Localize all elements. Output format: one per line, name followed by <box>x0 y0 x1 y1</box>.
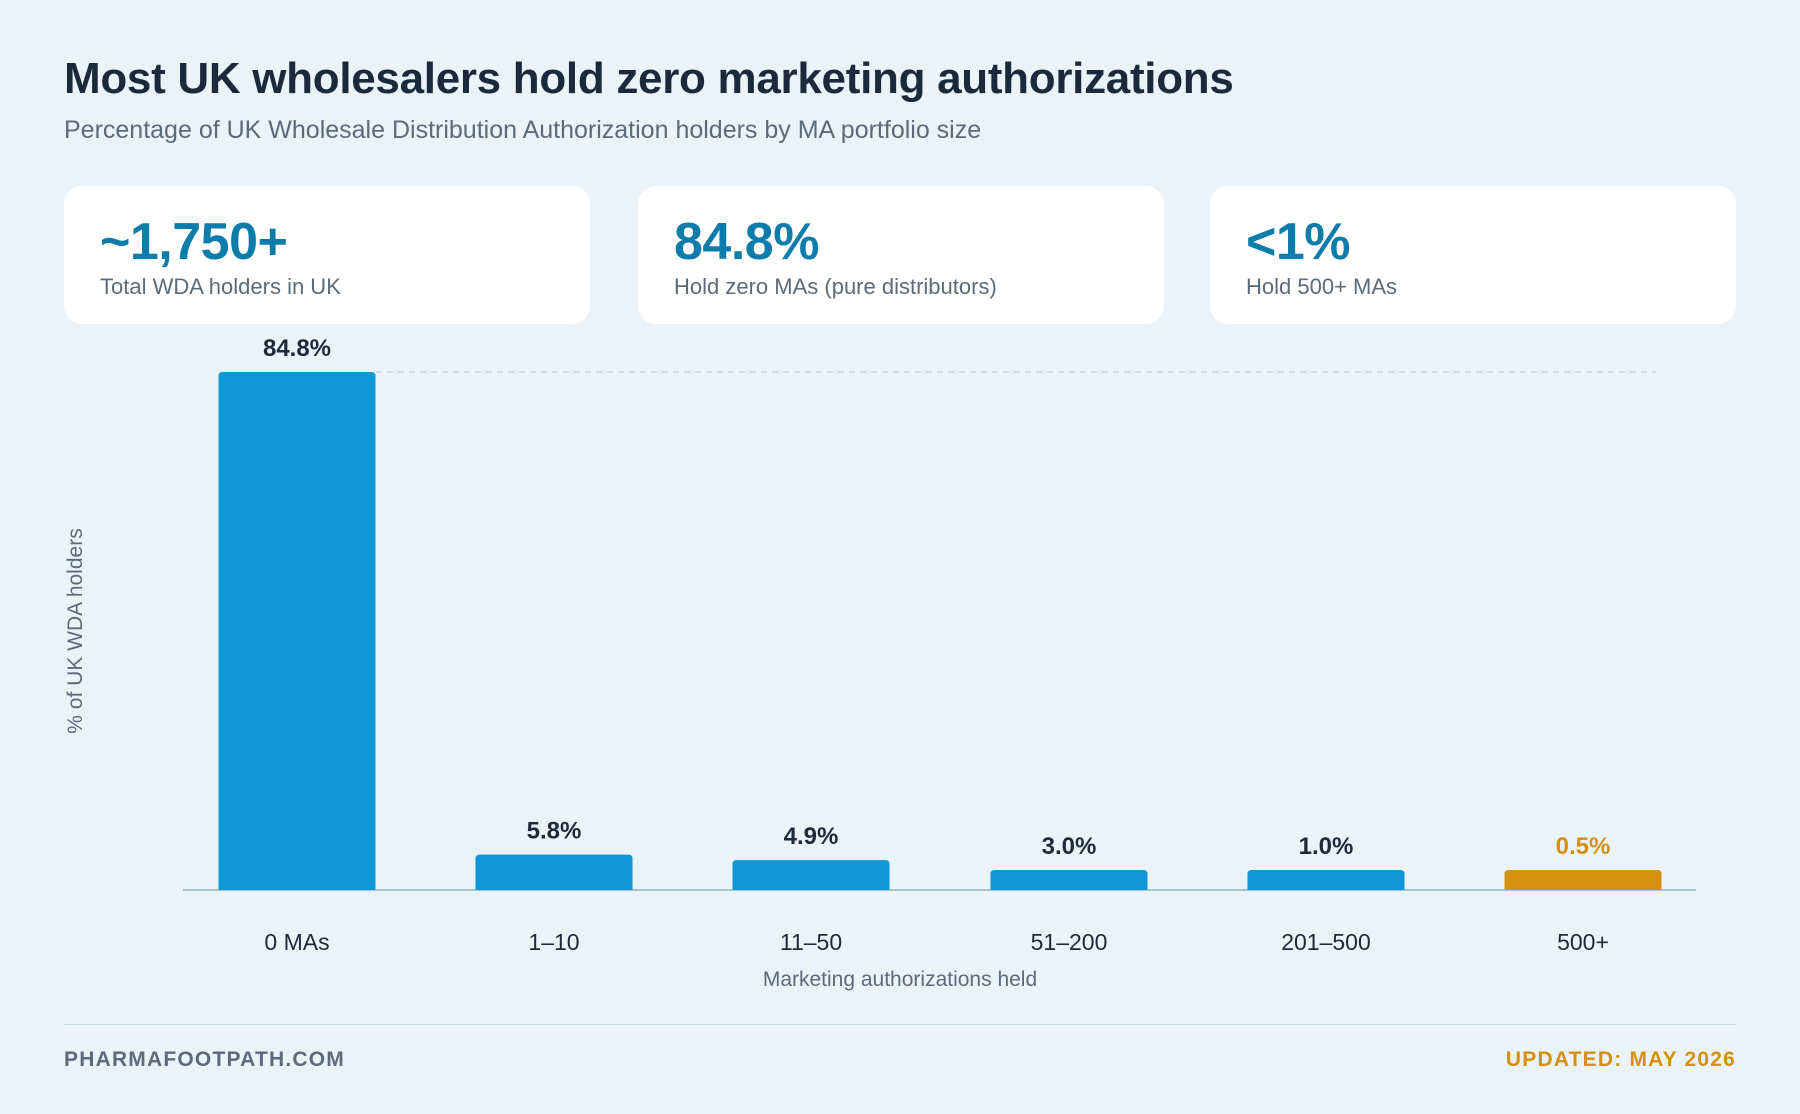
bar-0 MAs <box>218 372 376 890</box>
bar-value-label: 84.8% <box>263 335 331 362</box>
bar-500+ <box>1504 870 1662 890</box>
stat-card-total: ~1,750+ Total WDA holders in UK <box>64 186 590 324</box>
stat-card-500-plus: <1% Hold 500+ MAs <box>1210 186 1736 324</box>
footer-source: PHARMAFOOTPATH.COM <box>64 1048 345 1071</box>
bar-1–10 <box>475 854 633 890</box>
bar-value-label: 0.5% <box>1556 833 1611 860</box>
page-title: Most UK wholesalers hold zero marketing … <box>64 54 1234 103</box>
bar-value-label: 4.9% <box>784 823 839 850</box>
x-axis-label: Marketing authorizations held <box>763 968 1037 991</box>
stat-label: Hold 500+ MAs <box>1246 274 1398 299</box>
y-axis-label: % of UK WDA holders <box>64 528 87 733</box>
x-tick-label: 0 MAs <box>264 929 329 955</box>
stat-cards: ~1,750+ Total WDA holders in UK 84.8% Ho… <box>64 186 1736 324</box>
bar-51–200 <box>990 870 1148 890</box>
bar-value-label: 3.0% <box>1042 833 1097 860</box>
footer-updated: UPDATED: MAY 2026 <box>1505 1048 1736 1071</box>
stat-value: ~1,750+ <box>100 213 288 271</box>
bars-group: 84.8% 0 MAs 5.8% 1–10 4.9% 11–50 3.0% 51–200 1.0… <box>218 335 1662 955</box>
stat-label: Total WDA holders in UK <box>100 274 341 299</box>
stat-value: <1% <box>1246 213 1351 271</box>
x-tick-label: 51–200 <box>1031 929 1108 955</box>
x-tick-label: 1–10 <box>528 929 579 955</box>
x-tick-label: 201–500 <box>1281 929 1371 955</box>
stat-label: Hold zero MAs (pure distributors) <box>674 274 997 299</box>
bar-chart: 84.8% 0 MAs 5.8% 1–10 4.9% 11–50 3.0% 51–200 1.0… <box>64 335 1696 991</box>
bar-value-label: 5.8% <box>527 818 582 845</box>
footer-divider <box>64 1024 1736 1025</box>
x-tick-label: 11–50 <box>780 929 842 955</box>
page-subtitle: Percentage of UK Wholesale Distribution … <box>64 116 982 144</box>
bar-value-label: 1.0% <box>1299 833 1354 860</box>
bar-201–500 <box>1247 870 1405 890</box>
stat-card-zero-mas: 84.8% Hold zero MAs (pure distributors) <box>638 186 1164 324</box>
bar-11–50 <box>732 860 890 890</box>
x-tick-label: 500+ <box>1557 929 1609 955</box>
stat-value: 84.8% <box>674 213 819 271</box>
